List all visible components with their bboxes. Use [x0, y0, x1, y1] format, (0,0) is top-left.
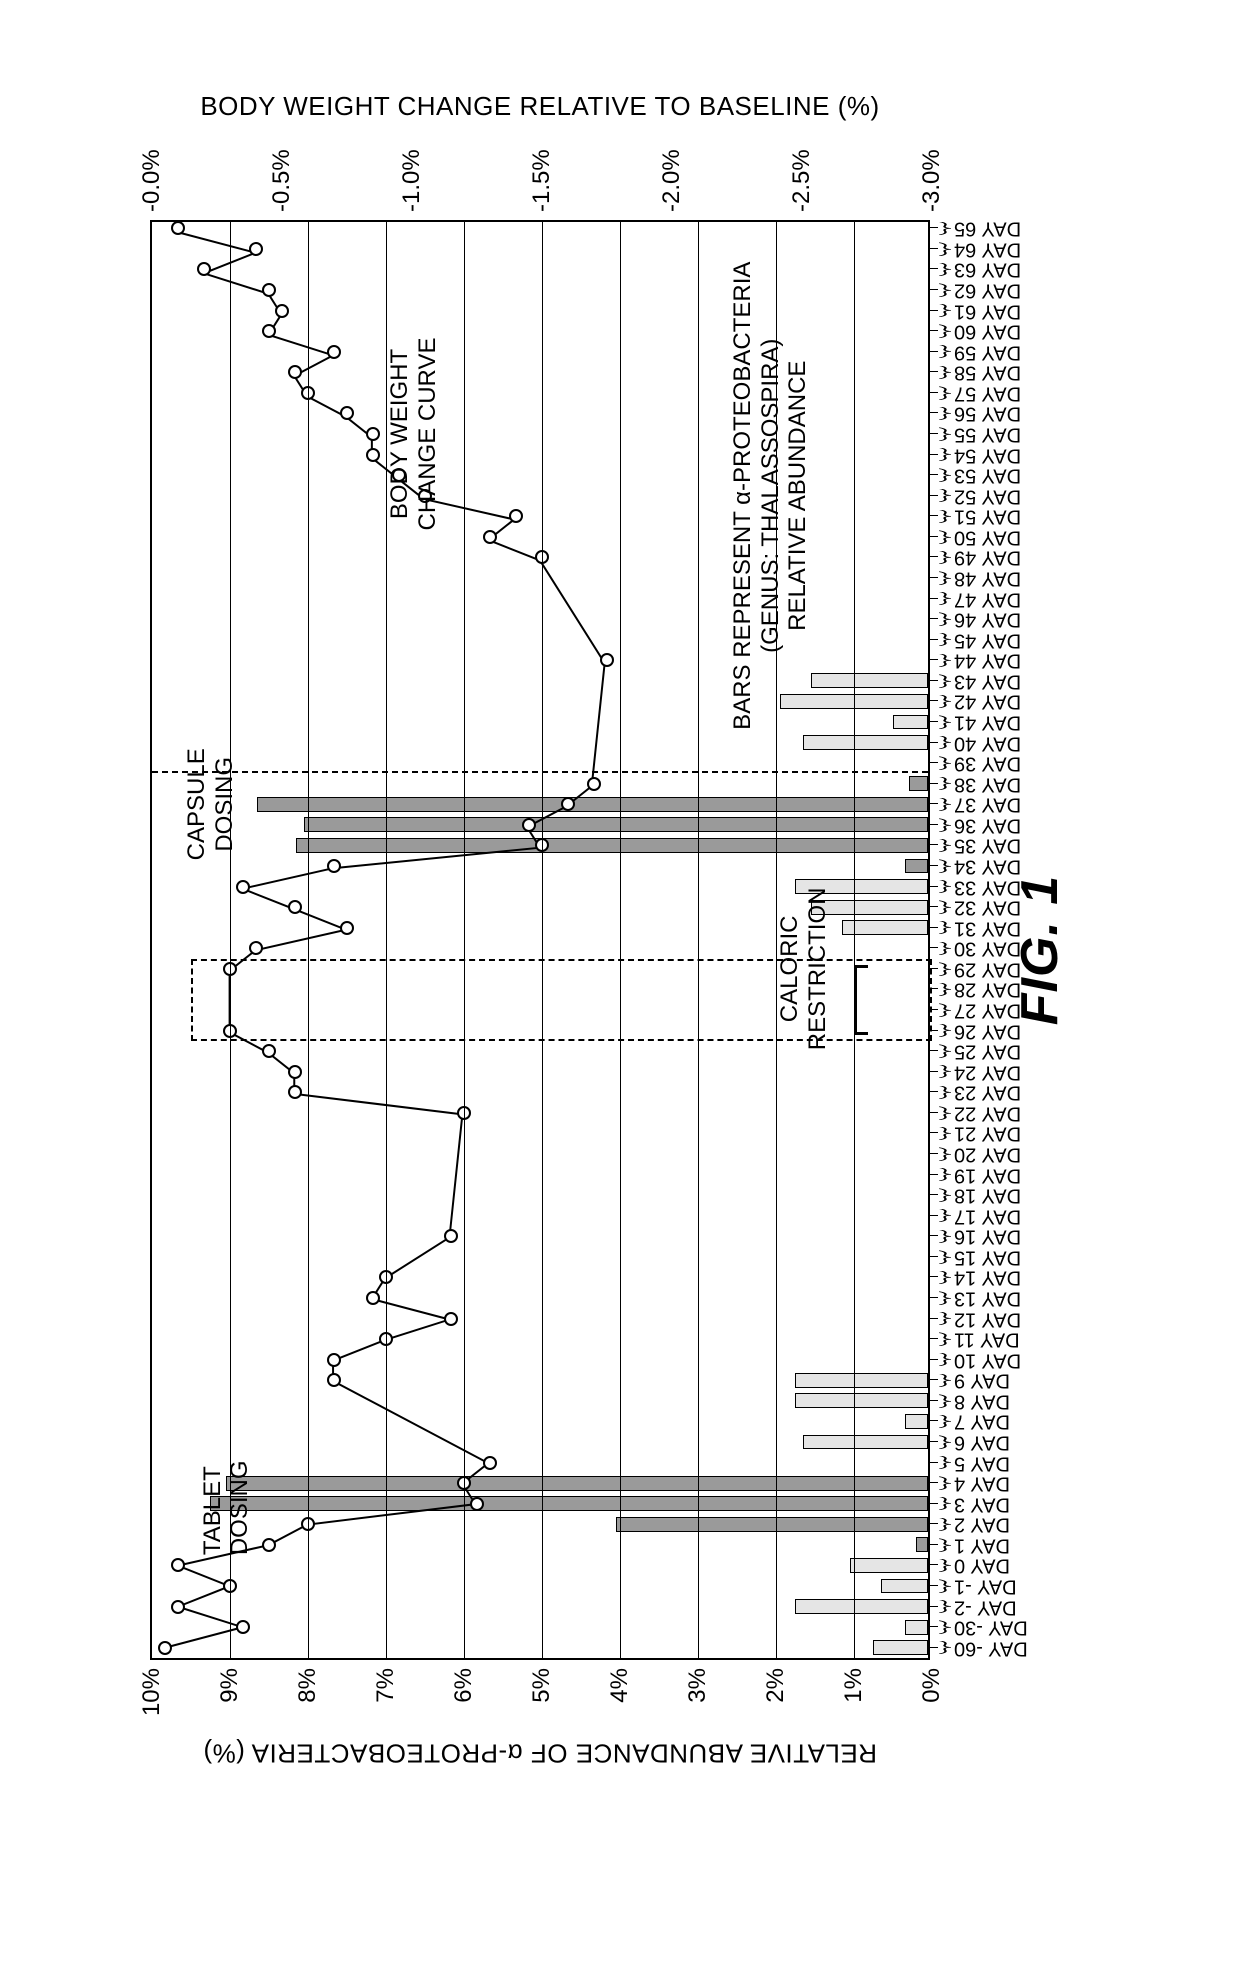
x-tick-label: DAY 7: [954, 1410, 1010, 1433]
line-svg: [152, 222, 928, 1658]
x-tick-label: DAY 0: [954, 1554, 1010, 1577]
ytick-left: 1%: [840, 1668, 868, 1703]
x-tick-label: DAY 25: [954, 1040, 1021, 1063]
x-tick-label: DAY 64: [954, 237, 1021, 260]
x-tick-label: DAY 15: [954, 1245, 1021, 1268]
x-tick-label: DAY 17: [954, 1204, 1021, 1227]
x-tick-label: DAY 36: [954, 813, 1021, 836]
x-tick-label: DAY 57: [954, 381, 1021, 404]
ytick-left: 4%: [606, 1668, 634, 1703]
x-tick-label: DAY 23: [954, 1081, 1021, 1104]
x-tick-label: DAY -1: [954, 1575, 1017, 1598]
x-tick-label: DAY 1: [954, 1533, 1010, 1556]
x-tick-label: DAY 6: [954, 1431, 1010, 1454]
x-tick-label: DAY 45: [954, 628, 1021, 651]
x-tick-label: DAY 40: [954, 731, 1021, 754]
x-tick-label: DAY -30: [954, 1616, 1028, 1639]
x-tick-label: DAY 47: [954, 587, 1021, 610]
x-tick-label: DAY 43: [954, 669, 1021, 692]
x-tick-label: DAY 12: [954, 1307, 1021, 1330]
x-tick-label: DAY 10: [954, 1348, 1021, 1371]
x-tick-label: DAY 5: [954, 1451, 1010, 1474]
x-tick-label: DAY 11: [954, 1328, 1020, 1351]
x-tick-label: DAY 54: [954, 443, 1021, 466]
ytick-left: 8%: [294, 1668, 322, 1703]
ytick-right: -3.0%: [918, 149, 946, 212]
x-tick-label: DAY 9: [954, 1369, 1010, 1392]
x-tick-label: DAY 21: [954, 1122, 1021, 1145]
x-tick-label: DAY 22: [954, 1101, 1021, 1124]
x-tick-label: DAY 38: [954, 772, 1021, 795]
x-tick-label: DAY 18: [954, 1184, 1021, 1207]
x-tick-label: DAY -60: [954, 1636, 1028, 1659]
x-tick-label: DAY 24: [954, 1060, 1021, 1083]
x-tick-label: DAY 2: [954, 1513, 1010, 1536]
y-axis-right-label: BODY WEIGHT CHANGE RELATIVE TO BASELINE …: [200, 92, 879, 123]
x-tick-label: DAY 62: [954, 279, 1021, 302]
x-tick-label: DAY 37: [954, 793, 1021, 816]
x-tick-label: DAY 60: [954, 320, 1021, 343]
x-tick-label: DAY 4: [954, 1472, 1010, 1495]
x-tick-label: DAY 41: [954, 711, 1021, 734]
x-tick-label: DAY 49: [954, 546, 1021, 569]
ytick-left: 3%: [684, 1668, 712, 1703]
ytick-right: -2.0%: [658, 149, 686, 212]
ytick-left: 7%: [372, 1668, 400, 1703]
x-tick-label: DAY 52: [954, 484, 1021, 507]
ytick-right: -2.5%: [788, 149, 816, 212]
ytick-right: -1.0%: [398, 149, 426, 212]
ytick-left: 0%: [918, 1668, 946, 1703]
ytick-left: 6%: [450, 1668, 478, 1703]
figure-caption: FIG. 1: [1010, 875, 1070, 1025]
x-tick-label: DAY 16: [954, 1225, 1021, 1248]
x-tick-label: DAY 14: [954, 1266, 1021, 1289]
ytick-right: -1.5%: [528, 149, 556, 212]
x-tick-label: DAY 48: [954, 567, 1021, 590]
x-tick-label: DAY 59: [954, 340, 1021, 363]
x-tick-label: DAY 56: [954, 402, 1021, 425]
x-tick-label: DAY 44: [954, 649, 1021, 672]
x-tick-label: DAY 20: [954, 1143, 1021, 1166]
x-tick-label: DAY 3: [954, 1492, 1010, 1515]
plot-area: TABLET DOSINGCAPSULE DOSINGBODY WEIGHT C…: [150, 220, 930, 1660]
x-tick-label: DAY 19: [954, 1163, 1021, 1186]
page: TABLET DOSINGCAPSULE DOSINGBODY WEIGHT C…: [0, 0, 1240, 1980]
x-tick-label: DAY 13: [954, 1287, 1021, 1310]
x-tick-label: DAY 65: [954, 217, 1021, 240]
y-axis-left-label: RELATIVE ABUNDANCE OF α-PROTEOBACTERIA (…: [203, 1738, 877, 1769]
x-tick-label: DAY -2: [954, 1595, 1017, 1618]
x-tick-label: DAY 58: [954, 361, 1021, 384]
x-tick-label: DAY 61: [954, 299, 1021, 322]
ytick-left: 9%: [216, 1668, 244, 1703]
x-tick-label: DAY 46: [954, 608, 1021, 631]
x-tick-label: DAY 53: [954, 464, 1021, 487]
chart-rotated-wrap: TABLET DOSINGCAPSULE DOSINGBODY WEIGHT C…: [90, 100, 1150, 1800]
ytick-right: -0.0%: [138, 149, 166, 212]
x-tick-label: DAY 55: [954, 423, 1021, 446]
x-tick-label: DAY 63: [954, 258, 1021, 281]
x-tick-label: DAY 51: [954, 505, 1021, 528]
ytick-left: 5%: [528, 1668, 556, 1703]
ytick-left: 10%: [138, 1668, 166, 1716]
x-tick-label: DAY 50: [954, 525, 1021, 548]
ytick-left: 2%: [762, 1668, 790, 1703]
x-tick-label: DAY 8: [954, 1389, 1010, 1412]
ytick-right: -0.5%: [268, 149, 296, 212]
x-tick-label: DAY 35: [954, 834, 1021, 857]
x-tick-label: DAY 39: [954, 752, 1021, 775]
x-tick-label: DAY 42: [954, 690, 1021, 713]
